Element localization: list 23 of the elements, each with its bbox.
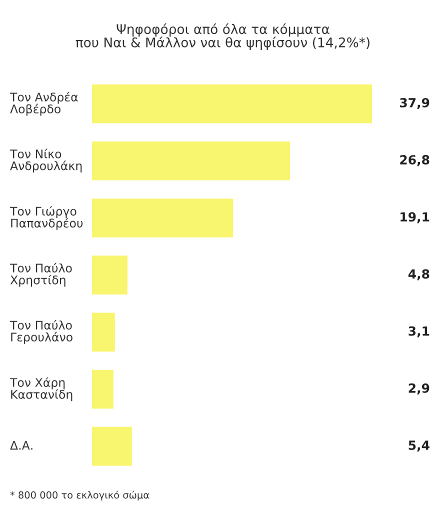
y-tick-label: Τον Ανδρέα Λοβέρδο [10,92,78,116]
bar [92,426,132,466]
data-label: 26,8 [400,155,430,166]
data-label: 3,1 [408,326,430,338]
data-label: 5,4 [408,440,430,452]
y-tick-label: Τον Νίκο Ανδρουλάκη [10,148,82,173]
bar [92,312,115,352]
chart-title: Ψηφοφόροι από όλα τα κόμματα που Ναι & Μάλλον ναι θα ψηφίσουν (14,2%*) [76,23,370,50]
y-tick-label: Τον Χάρη Καστανίδη [10,377,72,402]
bar [92,84,372,124]
text: * 800 000 το εκλογικό σώμα [10,490,150,501]
data-label: 19,1 [400,212,430,224]
y-tick-label: Δ.Α. [10,440,32,450]
data-label: 4,8 [408,269,430,280]
bar [92,256,128,294]
y-tick-label: Τον Γιώργο Παπανδρέου [10,206,83,230]
y-tick-label: Τον Παύλο Γερουλάνο [10,320,72,344]
data-label: 37,9 [400,98,430,110]
bar [92,370,114,409]
y-tick-label: Τον Παύλο Χρηστίδη [10,262,72,287]
bar [92,198,234,238]
data-label: 2,9 [408,383,430,394]
bar [92,141,290,180]
